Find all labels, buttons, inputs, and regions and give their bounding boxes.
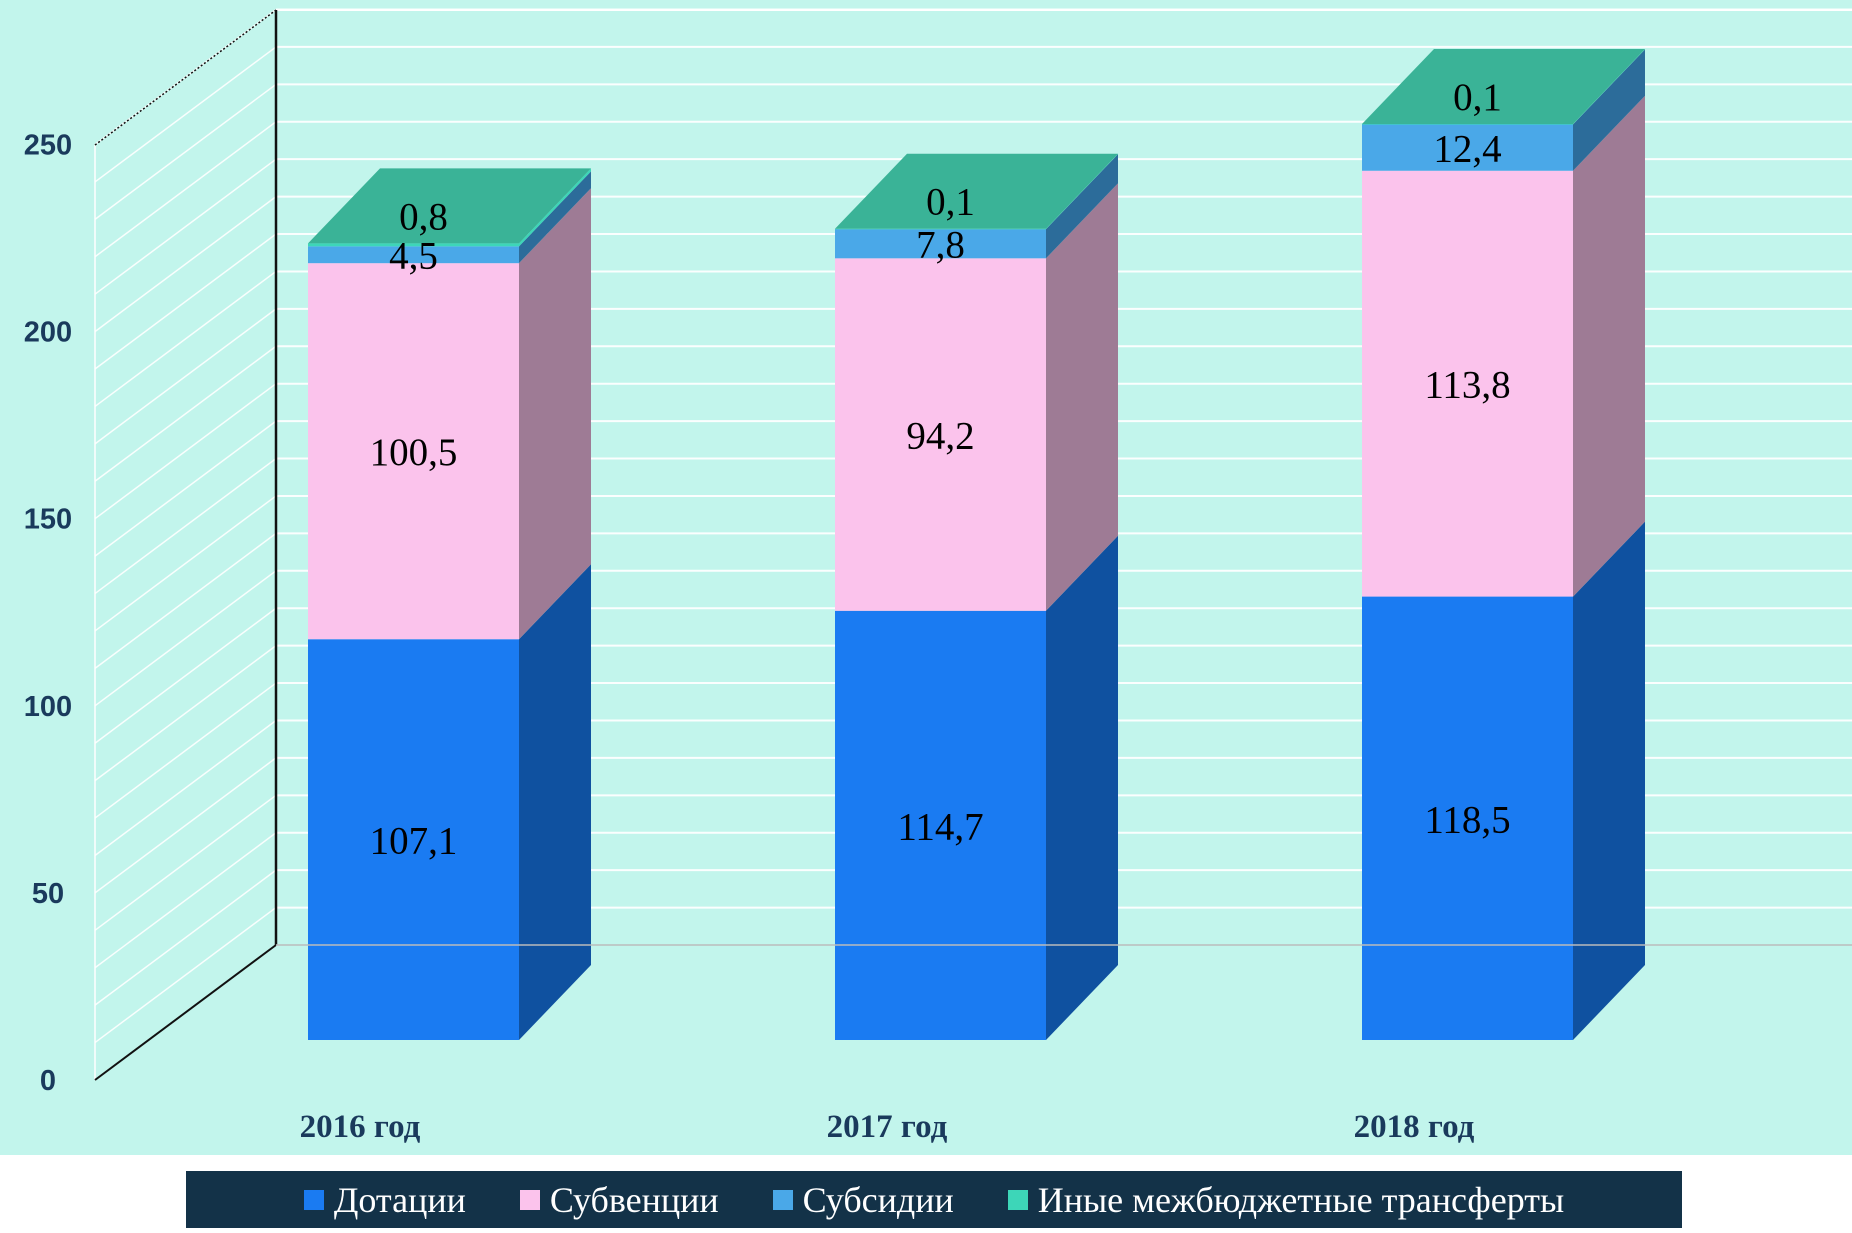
bar-segment — [1362, 124, 1573, 171]
data-label: 0,1 — [926, 181, 975, 224]
legend-swatch — [519, 1189, 540, 1210]
wall-gridline — [94, 832, 277, 969]
data-label: 94,2 — [906, 415, 974, 458]
legend-label: Дотации — [333, 1179, 466, 1220]
bar-segment — [835, 229, 1046, 259]
wall-gridline — [94, 420, 277, 557]
data-label: 12,4 — [1433, 128, 1501, 171]
data-label: 0,1 — [1453, 76, 1502, 119]
bar-segment-side — [1573, 48, 1645, 125]
data-label: 114,7 — [897, 805, 983, 848]
bar-segment — [308, 263, 519, 640]
bar-top — [835, 153, 1118, 229]
wall-gridline — [94, 757, 277, 894]
bar-segment-side — [519, 188, 591, 640]
bar-segment — [308, 243, 519, 247]
y-tick-label: 250 — [24, 130, 72, 162]
wall-gridline — [94, 308, 277, 445]
data-labels: 107,1100,54,50,8114,794,27,80,1118,5113,… — [370, 76, 1511, 863]
legend-swatch — [303, 1189, 324, 1210]
bar-segment — [308, 246, 519, 264]
wall-gridline — [94, 645, 277, 782]
bar-segment — [1362, 123, 1573, 125]
legend-label: Иные межбюджетные трансферты — [1037, 1179, 1565, 1220]
wall-gridline — [94, 570, 277, 707]
bar-segment — [1362, 596, 1573, 1040]
x-category-label: 2016 год — [300, 1109, 421, 1145]
wall-gridline — [94, 457, 277, 595]
bar-segment-side — [1046, 154, 1118, 259]
wall-gridline — [94, 233, 277, 370]
wall-gridline — [94, 345, 277, 482]
bar-segment-side — [519, 168, 591, 247]
bar-segment-side — [1573, 521, 1645, 1040]
data-label: 4,5 — [389, 235, 438, 278]
data-label: 118,5 — [1424, 798, 1510, 841]
legend-swatch — [772, 1189, 793, 1210]
bar-segment-side — [1573, 49, 1645, 171]
legend-label: Субвенции — [549, 1179, 719, 1220]
wall-gridline — [94, 383, 277, 520]
axes: 0 50 100 150 200 250 2016 год 2017 год 2018 год — [24, 9, 1852, 1145]
bar-segment — [835, 258, 1046, 611]
x-category-label: 2017 год — [827, 1109, 948, 1145]
legend: Дотации Субвенции Субсидии Иные межбюдже… — [186, 1171, 1682, 1228]
bar-segment — [308, 639, 519, 1040]
bars — [308, 48, 1645, 1040]
bar-segment-side — [1046, 535, 1118, 1040]
y-tick-label: 200 — [24, 317, 72, 349]
bar-segment-side — [1046, 183, 1118, 611]
wall-gridline — [94, 906, 277, 1044]
data-label: 113,8 — [1424, 364, 1510, 407]
bar-segment-side — [519, 171, 591, 264]
bar-top — [1362, 48, 1645, 124]
legend-item-subvencii: Субвенции — [519, 1179, 719, 1221]
wall-gridline — [94, 495, 277, 632]
y-tick-label: 150 — [24, 504, 72, 536]
y-tick-label: 100 — [24, 691, 72, 723]
legend-swatch — [1007, 1189, 1028, 1210]
wall-gridline — [94, 869, 277, 1006]
data-label: 7,8 — [916, 224, 965, 267]
legend-item-dotacii: Дотации — [303, 1179, 466, 1221]
wall-gridline — [94, 607, 277, 744]
legend-item-subsidii: Субсидии — [772, 1179, 954, 1221]
y-tick-label: 50 — [32, 878, 64, 910]
wall-bottom-edge — [94, 944, 277, 1081]
wall-gridline — [94, 195, 277, 333]
data-label: 107,1 — [370, 820, 458, 863]
bar-top — [308, 168, 591, 244]
wall-gridline — [94, 83, 277, 220]
wall-gridline — [94, 46, 277, 183]
data-label: 0,8 — [399, 195, 448, 238]
bar-segment — [835, 228, 1046, 230]
bar-segment-side — [1573, 95, 1645, 597]
y-tick-label: 0 — [40, 1065, 56, 1097]
bar-segment — [1362, 170, 1573, 597]
wall-gridline — [94, 270, 277, 408]
wall-gridline — [94, 719, 277, 857]
wall-top-edge — [94, 9, 277, 146]
bar-segment-side — [519, 564, 591, 1040]
wall-gridline — [94, 121, 277, 258]
bar-segment-side — [1046, 153, 1118, 230]
x-category-label: 2018 год — [1354, 1109, 1475, 1145]
wall-gridline — [94, 532, 277, 669]
legend-item-inye-transferty: Иные межбюджетные трансферты — [1007, 1179, 1565, 1221]
legend-label: Субсидии — [802, 1179, 954, 1220]
data-label: 100,5 — [370, 431, 458, 474]
wall-gridline — [94, 682, 277, 819]
bar-segment — [835, 610, 1046, 1040]
wall-gridline — [94, 794, 277, 931]
wall-gridline — [94, 158, 277, 295]
